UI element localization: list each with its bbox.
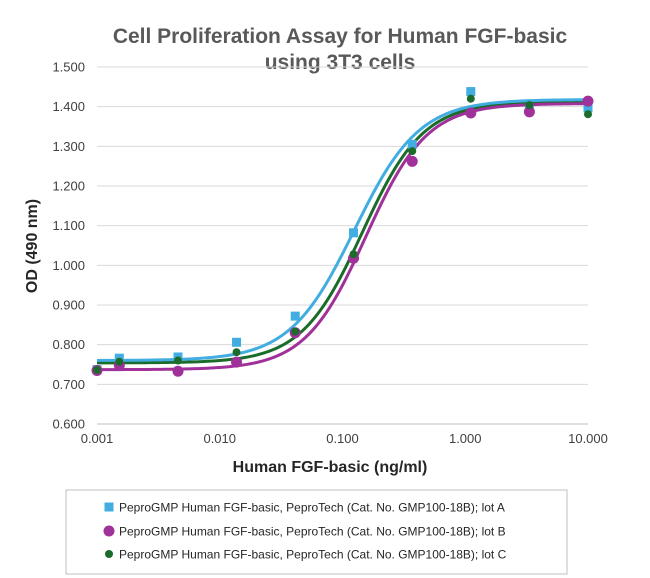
y-tick-label: 1.400 [52, 99, 85, 114]
x-axis-ticks: 0.001 0.010 0.100 1.000 10.000 [81, 431, 608, 446]
data-point [174, 356, 183, 365]
data-points [91, 87, 594, 377]
y-tick-label: 1.500 [52, 60, 85, 75]
gridlines [97, 66, 588, 385]
data-point [93, 366, 101, 375]
data-point [290, 311, 300, 321]
data-point [115, 357, 124, 366]
x-tick-label: 10.000 [568, 431, 608, 446]
x-tick-label: 1.000 [449, 431, 482, 446]
data-point [349, 228, 359, 238]
chart-title: Cell Proliferation Assay for Human FGF-b… [113, 25, 568, 48]
data-point [408, 147, 417, 156]
y-tick-label: 1.000 [52, 258, 85, 273]
y-axis-label: OD (490 nm) [24, 199, 41, 293]
data-point [406, 155, 418, 167]
legend-box [65, 489, 568, 575]
data-point [349, 250, 358, 259]
x-tick-label: 0.001 [81, 431, 114, 446]
legend-label: PeproGMP Human FGF-basic, PeproTech (Cat… [119, 501, 505, 515]
data-point [582, 95, 594, 107]
y-tick-label: 0.600 [52, 417, 85, 432]
y-tick-label: 1.200 [52, 179, 85, 194]
y-tick-label: 0.700 [52, 377, 85, 392]
data-point [584, 110, 592, 119]
legend: PeproGMP Human FGF-basic, PeproTech (Cat… [103, 501, 507, 562]
data-point [232, 348, 241, 357]
data-point [407, 139, 417, 149]
x-tick-label: 0.100 [326, 431, 359, 446]
legend-marker [104, 502, 114, 512]
x-axis-label: Human FGF-basic (ng/ml) [233, 459, 428, 476]
data-point [465, 107, 477, 119]
x-tick-label: 0.010 [203, 431, 236, 446]
y-axis-ticks: 0.600 0.700 0.800 0.900 1.000 1.100 1.200 1.300… [52, 60, 85, 432]
y-tick-label: 1.300 [52, 139, 85, 154]
chart-subtitle: using 3T3 cells [265, 51, 416, 74]
data-point [232, 337, 242, 347]
data-point [231, 356, 243, 368]
data-point [172, 365, 184, 377]
data-point [291, 327, 300, 336]
legend-label: PeproGMP Human FGF-basic, PeproTech (Cat… [119, 548, 507, 562]
data-point [466, 94, 475, 103]
legend-marker [103, 525, 115, 537]
data-point [523, 106, 535, 118]
data-point [525, 101, 534, 110]
y-tick-label: 0.800 [52, 337, 85, 352]
data-point [583, 103, 593, 113]
data-point [466, 87, 476, 97]
legend-label: PeproGMP Human FGF-basic, PeproTech (Cat… [119, 525, 506, 539]
y-tick-label: 1.100 [52, 218, 85, 233]
y-tick-label: 0.900 [52, 298, 85, 313]
legend-marker [105, 550, 113, 558]
